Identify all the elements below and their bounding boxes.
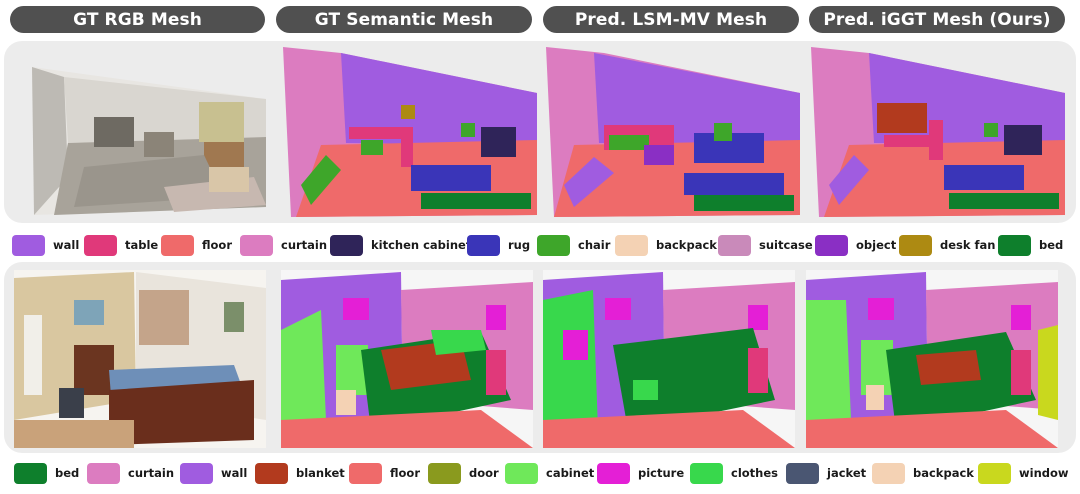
legend-item-wall: wall — [180, 462, 247, 484]
legend-label: cabinet — [546, 466, 595, 480]
swatch-rug — [467, 234, 500, 256]
legend-item-table: table — [84, 234, 158, 256]
legend-label: kitchen cabinet — [371, 238, 472, 252]
legend-item-curtain: curtain — [87, 462, 174, 484]
swatch-table — [84, 234, 117, 256]
legend-item-wall: wall — [12, 234, 79, 256]
legend-item-rug: rug — [467, 234, 530, 256]
legend-item-cabinet: cabinet — [505, 462, 594, 484]
legend-label: curtain — [128, 466, 175, 480]
bedroom-gt-rgb-mesh — [14, 270, 266, 448]
kitchen-lsm-mv-mesh — [544, 45, 800, 217]
legend-label: table — [125, 238, 159, 252]
swatch-chair — [537, 234, 570, 256]
legend-item-door: door — [428, 462, 499, 484]
swatch-bed — [14, 462, 47, 484]
header-iggt: Pred. iGGT Mesh (Ours) — [809, 6, 1065, 33]
swatch-curtain — [240, 234, 273, 256]
legend-item-floor: floor — [349, 462, 420, 484]
swatch-door — [428, 462, 461, 484]
legend-label: jacket — [827, 466, 867, 480]
legend-item-backpack: backpack — [615, 234, 717, 256]
swatch-jacket — [786, 462, 819, 484]
header-lsm-mv: Pred. LSM-MV Mesh — [543, 6, 799, 33]
header-gt-rgb: GT RGB Mesh — [10, 6, 265, 33]
legend-item-suitcase: suitcase — [718, 234, 813, 256]
legend-item-backpack: backpack — [872, 462, 974, 484]
legend-item-chair: chair — [537, 234, 610, 256]
swatch-backpack — [615, 234, 648, 256]
legend-item-object: object — [815, 234, 896, 256]
bedroom-gt-semantic-mesh — [281, 270, 533, 448]
bedroom-iggt-mesh — [806, 270, 1058, 448]
swatch-clothes — [690, 462, 723, 484]
swatch-blanket — [255, 462, 288, 484]
legend-item-jacket: jacket — [786, 462, 866, 484]
swatch-backpack — [872, 462, 905, 484]
swatch-floor — [161, 234, 194, 256]
legend-label: curtain — [281, 238, 328, 252]
legend-label: bed — [55, 466, 80, 480]
swatch-picture — [597, 462, 630, 484]
swatch-floor — [349, 462, 382, 484]
swatch-kitchen-cabinet — [330, 234, 363, 256]
legend-item-floor: floor — [161, 234, 232, 256]
legend-top: wall table floor curtain kitchen cabinet… — [0, 234, 1080, 256]
kitchen-gt-rgb-mesh — [24, 47, 268, 217]
legend-label: bed — [1039, 238, 1064, 252]
swatch-object — [815, 234, 848, 256]
swatch-cabinet — [505, 462, 538, 484]
legend-label: wall — [53, 238, 80, 252]
legend-label: floor — [390, 466, 420, 480]
legend-label: desk fan — [940, 238, 996, 252]
kitchen-iggt-mesh — [809, 45, 1065, 217]
legend-label: rug — [508, 238, 531, 252]
legend-bottom: bed curtain wall blanket floor door cabi… — [0, 462, 1080, 484]
legend-item-bed: bed — [14, 462, 79, 484]
swatch-suitcase — [718, 234, 751, 256]
swatch-wall — [12, 234, 45, 256]
header-gt-semantic: GT Semantic Mesh — [276, 6, 532, 33]
legend-label: door — [469, 466, 499, 480]
legend-label: backpack — [656, 238, 717, 252]
legend-label: wall — [221, 466, 248, 480]
legend-label: clothes — [731, 466, 778, 480]
swatch-window — [978, 462, 1011, 484]
legend-item-clothes: clothes — [690, 462, 778, 484]
legend-item-desk-fan: desk fan — [899, 234, 995, 256]
legend-label: picture — [638, 466, 685, 480]
swatch-wall — [180, 462, 213, 484]
legend-item-window: window — [978, 462, 1069, 484]
legend-label: floor — [202, 238, 232, 252]
swatch-curtain — [87, 462, 120, 484]
legend-label: blanket — [296, 466, 345, 480]
legend-label: backpack — [913, 466, 974, 480]
legend-item-kitchen-cabinet: kitchen cabinet — [330, 234, 471, 256]
legend-label: window — [1019, 466, 1069, 480]
swatch-desk-fan — [899, 234, 932, 256]
legend-item-bed: bed — [998, 234, 1063, 256]
legend-label: object — [856, 238, 897, 252]
legend-item-curtain: curtain — [240, 234, 327, 256]
legend-label: chair — [578, 238, 611, 252]
legend-item-picture: picture — [597, 462, 684, 484]
kitchen-gt-semantic-mesh — [281, 45, 537, 217]
swatch-bed — [998, 234, 1031, 256]
legend-label: suitcase — [759, 238, 813, 252]
bedroom-lsm-mv-mesh — [543, 270, 795, 448]
legend-item-blanket: blanket — [255, 462, 345, 484]
